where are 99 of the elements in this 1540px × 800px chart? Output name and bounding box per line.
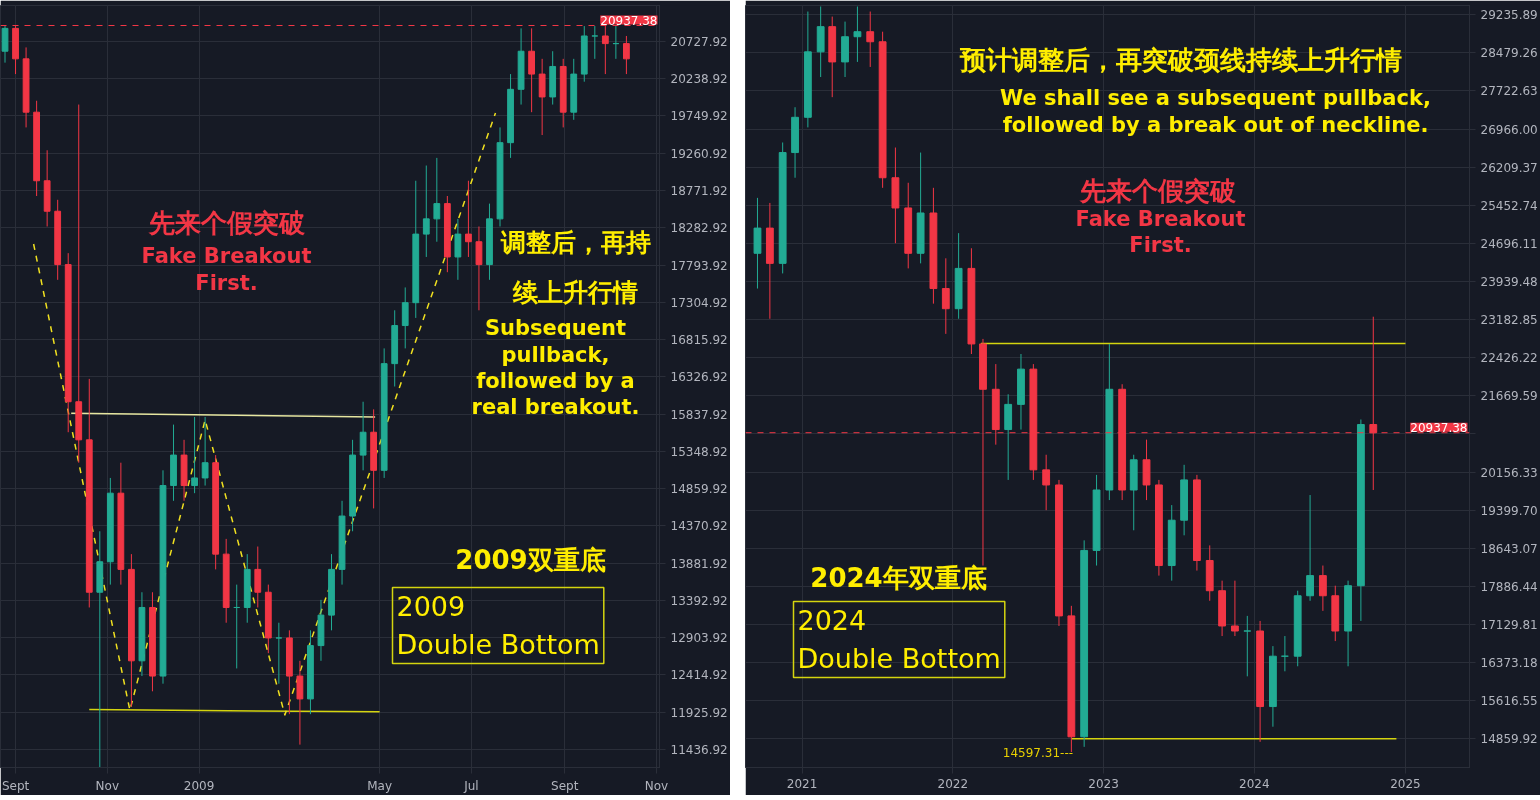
annotation: Subsequent (484, 315, 627, 340)
annotation: 2024年双重底 (810, 562, 987, 593)
y-tick-label: 20238.92 (670, 72, 728, 87)
annotation: 2009双重底 (455, 544, 606, 575)
x-tick-label: 2021 (786, 776, 818, 791)
y-tick-label: 14370.92 (670, 519, 728, 534)
y-tick-label: 22426.22 (1480, 351, 1538, 366)
candlestick (853, 6, 862, 63)
annotation: 调整后，再持 (499, 228, 651, 257)
x-tick-label: Jul (463, 778, 479, 793)
x-tick-label: Sept (551, 778, 579, 793)
annotation: 14597.31--- (1002, 745, 1074, 760)
annotation: 2009 Double Bottom (396, 591, 600, 660)
x-tick-label: 2024 (1239, 776, 1270, 791)
candlestick (475, 225, 483, 311)
y-tick-label: 14859.92 (1480, 732, 1538, 747)
candlestick (623, 35, 630, 75)
candlestick (1318, 565, 1327, 612)
y-tick-label: 13392.92 (670, 593, 728, 608)
y-tick-label: 26209.37 (1480, 160, 1538, 175)
x-tick-label: Nov (644, 778, 669, 793)
y-tick-label: 14859.92 (670, 482, 728, 497)
x-tick-label: 2023 (1088, 776, 1119, 791)
annotation: followed by a (476, 368, 635, 393)
y-tick-label: 21669.59 (1480, 389, 1538, 404)
x-tick-label: Nov (95, 778, 120, 793)
candlestick (591, 25, 599, 60)
y-tick-label: 11925.92 (670, 705, 728, 720)
candlestick (1231, 580, 1239, 637)
y-tick-label: 18771.92 (670, 184, 728, 199)
annotation: First. (195, 270, 258, 295)
y-tick-label: 16373.18 (1480, 656, 1538, 671)
annotation: 续上升行情 (512, 278, 638, 307)
y-tick-label: 16815.92 (670, 333, 728, 348)
y-tick-label: 16326.92 (670, 370, 728, 385)
annotation: We shall see a subsequent pullback, (1000, 85, 1431, 110)
candlestick (941, 257, 950, 335)
annotation: 先来个假突破 (1078, 175, 1237, 206)
candlestick (1, 25, 9, 64)
annotation: 先来个假突破 (147, 207, 306, 238)
candlestick (866, 11, 875, 68)
candlestick (422, 165, 430, 258)
y-tick-label: 17304.92 (670, 295, 728, 310)
annotation: Fake Breakout (1075, 206, 1246, 231)
y-tick-label: 23182.85 (1480, 313, 1538, 328)
candlestick (454, 218, 462, 281)
y-tick-label: 25452.74 (1480, 198, 1538, 213)
y-tick-label: 23939.48 (1480, 275, 1538, 290)
candlestick (275, 622, 283, 685)
x-tick-label: May (367, 778, 393, 793)
y-tick-label: 24696.11 (1480, 236, 1538, 251)
y-tick-label: 12414.92 (670, 668, 728, 683)
y-tick-label: 20156.33 (1480, 465, 1538, 480)
x-tick-label: 2009 (183, 778, 215, 793)
y-tick-label: 19399.70 (1480, 503, 1538, 518)
y-tick-label: 11436.92 (670, 742, 728, 757)
y-tick-label: 15616.55 (1480, 694, 1538, 709)
annotation: 预计调整后，再突破颈线持续上升行情 (958, 44, 1402, 75)
annotation: First. (1129, 232, 1192, 257)
y-tick-label: 13881.92 (670, 556, 728, 571)
y-tick-label: 17793.92 (670, 258, 728, 273)
x-tick-label: 2025 (1390, 776, 1421, 791)
candlestick (75, 104, 83, 464)
candlestick (191, 416, 198, 494)
annotation: real breakout. (471, 394, 640, 419)
y-tick-label: 19260.92 (670, 146, 728, 161)
ref-line-label: 20937.38 (600, 13, 658, 28)
candlestick (528, 27, 536, 113)
candlestick (433, 157, 441, 243)
annotation: 2024 Double Bottom (797, 605, 1001, 674)
y-tick-label: 12903.92 (670, 631, 728, 646)
candlestick (359, 401, 367, 471)
candlestick (201, 416, 209, 487)
candlestick (538, 58, 546, 136)
y-tick-label: 28479.26 (1480, 46, 1538, 61)
candlestick (1042, 454, 1051, 511)
y-tick-label: 17129.81 (1480, 617, 1538, 632)
y-tick-label: 26966.00 (1480, 122, 1538, 137)
annotation: Fake Breakout (141, 243, 312, 268)
x-tick-label: 2022 (937, 776, 969, 791)
candlestick (401, 286, 409, 349)
y-tick-label: 18643.07 (1480, 541, 1538, 556)
annotation: pullback, (501, 342, 610, 367)
y-tick-label: 17886.44 (1480, 579, 1538, 594)
y-tick-label: 15348.92 (670, 444, 728, 459)
candlestick (296, 660, 304, 746)
y-tick-label: 19749.92 (670, 109, 728, 124)
candlestick (1243, 615, 1252, 677)
x-tick-label: Sept (1, 778, 30, 793)
ref-line-label: 20937.38 (1410, 420, 1468, 435)
y-tick-label: 20727.92 (670, 34, 728, 49)
y-tick-label: 27722.63 (1480, 84, 1538, 99)
candlestick (465, 180, 472, 258)
y-tick-label: 29235.89 (1480, 8, 1538, 23)
y-tick-label: 18282.92 (670, 221, 728, 236)
annotation: followed by a break out of neckline. (1002, 112, 1429, 137)
candlestick (254, 546, 262, 608)
y-tick-label: 15837.92 (670, 407, 728, 422)
candlestick (1306, 494, 1314, 602)
